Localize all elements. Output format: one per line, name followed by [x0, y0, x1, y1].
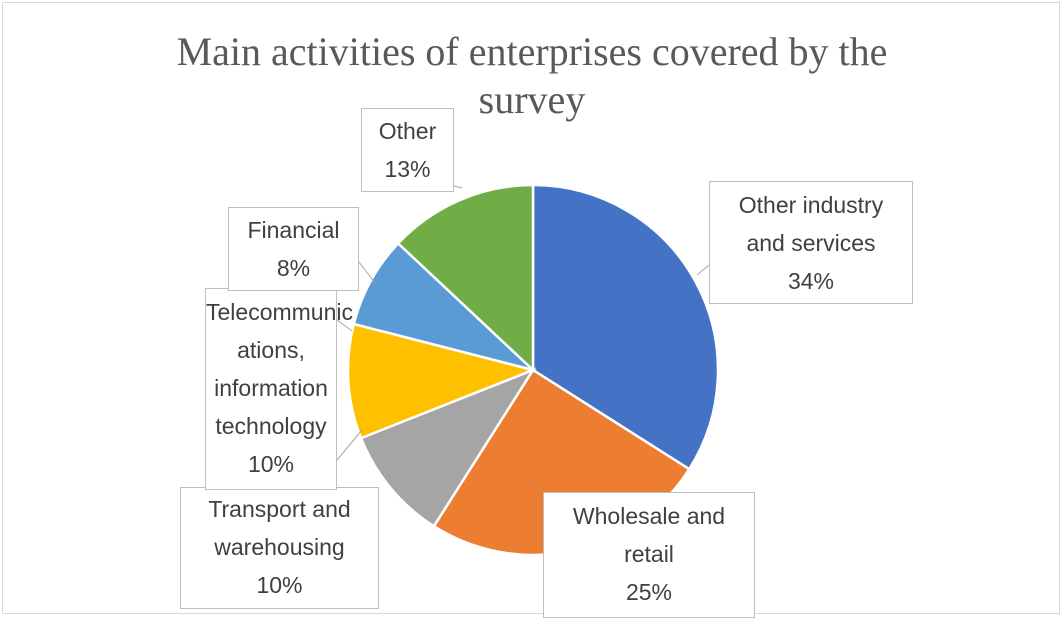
slice-value-label: 10% — [256, 572, 303, 598]
slice-label: Other — [378, 118, 437, 144]
callout-transport: Transport and warehousing 10% — [180, 487, 379, 609]
slice-label: Transport and warehousing — [208, 496, 351, 560]
slice-label: Telecommunic ations, information technology — [206, 299, 353, 439]
chart-title-text: Main activities of enterprises covered b… — [176, 29, 888, 122]
slice-value-label: 10% — [247, 451, 295, 477]
pie-slice-transport-and-warehousing — [359, 367, 537, 528]
callout-wholesale: Wholesale and retail 25% — [543, 492, 755, 618]
leader-line — [453, 185, 463, 189]
chart-title: Main activities of enterprises covered b… — [0, 0, 1064, 124]
callout-other-industry: Other industry and services 34% — [709, 181, 913, 304]
callout-financial: Financial 8% — [228, 207, 359, 291]
slice-value-label: 8% — [276, 255, 311, 281]
pie-slice-other — [396, 183, 535, 373]
slice-value-label: 13% — [384, 156, 431, 182]
slice-label: Wholesale and retail — [572, 503, 726, 567]
leader-line — [336, 319, 353, 332]
slice-value-label: 34% — [787, 268, 835, 294]
callout-telecom: Telecommunic ations, information technology… — [205, 288, 353, 490]
pie-slice-financial — [352, 241, 534, 372]
slice-label: Other industry and services — [738, 192, 884, 256]
leader-line — [336, 429, 363, 461]
leader-line — [696, 264, 710, 276]
leader-line — [358, 261, 376, 284]
callout-other: Other 13% — [361, 108, 454, 192]
slice-value-label: 25% — [625, 579, 673, 605]
slice-label: Financial — [247, 217, 340, 243]
